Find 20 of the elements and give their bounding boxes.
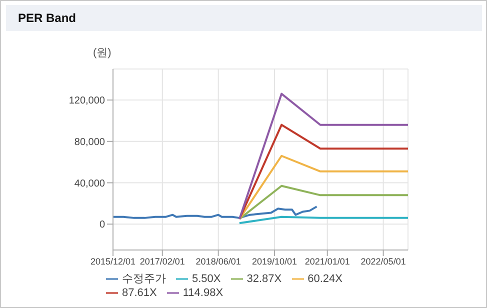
y-tick-label: 120,000 [68, 96, 106, 107]
legend-label: 수정주가 [122, 273, 166, 285]
y-tick-label: 0 [99, 220, 106, 231]
line-series [113, 206, 318, 219]
x-tick-label: 2021/01/01 [304, 256, 350, 266]
legend-label: 5.50X [192, 273, 221, 285]
legend-label: 87.61X [122, 287, 157, 299]
chart-title: PER Band [6, 5, 482, 31]
line-series [238, 216, 408, 224]
y-tick-label: 40,000 [74, 178, 106, 190]
x-tick-label: 2022/05/01 [360, 256, 406, 266]
x-tick-label: 2019/10/01 [252, 256, 298, 266]
x-tick-label: 2018/06/01 [196, 256, 241, 266]
x-tick-label: 2017/02/01 [140, 256, 185, 266]
legend-label: 114.98X [182, 287, 224, 299]
y-axis-title: (원) [93, 46, 112, 60]
y-tick-label: 80,000 [74, 136, 106, 148]
x-tick-label: 2015/12/01 [90, 256, 136, 266]
legend-label: 32.87X [246, 273, 282, 285]
legend-label: 60.24X [308, 273, 342, 285]
